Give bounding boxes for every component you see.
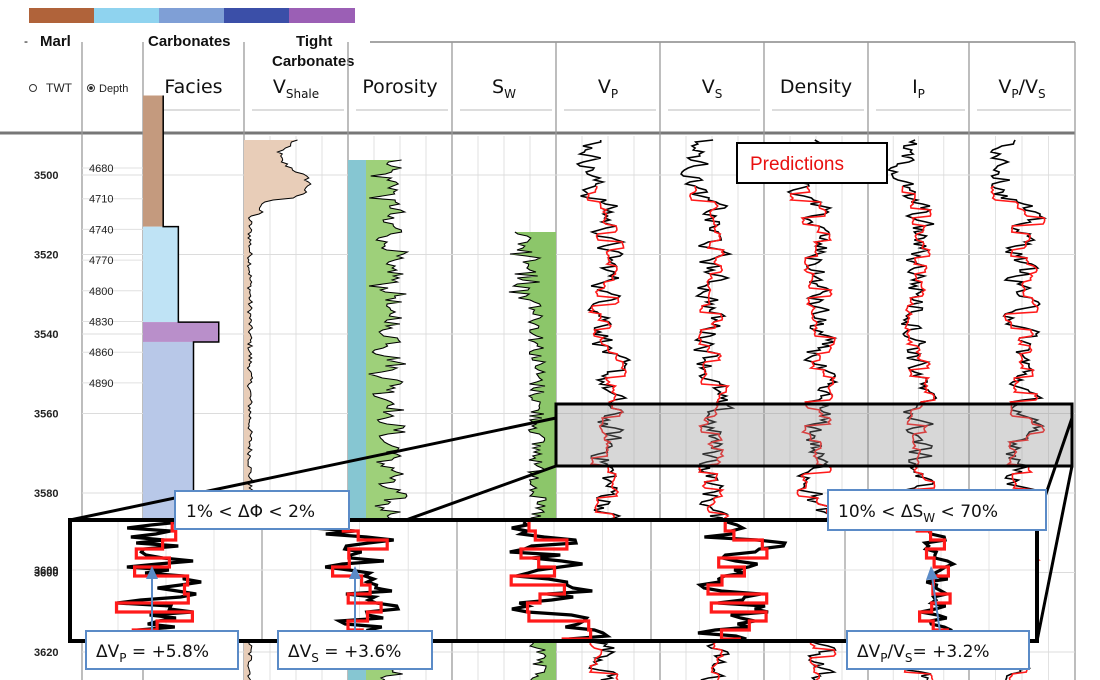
arrow-vp: [146, 566, 158, 632]
facies-interval-1: [143, 226, 179, 323]
legend-swatch-1: [94, 8, 160, 23]
callout-dsw-text: 10% < ΔSW < 70%: [838, 502, 998, 525]
twt-label: TWT: [46, 81, 73, 95]
twt-tick-3560: 3560: [34, 409, 58, 421]
track-header-ip: IP: [912, 76, 925, 101]
track-header-density: Density: [780, 76, 852, 98]
facies-interval-2: [143, 322, 219, 342]
depth-tick-4800: 4800: [89, 286, 113, 298]
callout-dvp: ΔVP = +5.8%: [85, 630, 239, 670]
facies-track: [143, 95, 220, 533]
zoom-ip-predicted: [706, 522, 769, 641]
callout-dvpvs-text: ΔVP/VS= +3.2%: [857, 642, 990, 665]
track-header-porosity: Porosity: [362, 76, 437, 98]
zoom-ip-measured: [696, 520, 788, 641]
twt-tick-3520: 3520: [34, 250, 58, 262]
legend-label-marl: Marl: [40, 33, 71, 50]
zoom-twt-tick: 3600: [34, 565, 58, 577]
depth-tick-4770: 4770: [89, 255, 113, 267]
twt-tick-3500: 3500: [34, 170, 58, 182]
track-header-vshale: VShale: [273, 76, 319, 101]
depth-tick-4710: 4710: [89, 194, 113, 206]
zoom-connector-left-top: [69, 416, 557, 522]
zoom-vs-predicted: [331, 522, 389, 641]
legend-dash: -: [24, 34, 28, 48]
twt-tick-3620: 3620: [34, 647, 58, 659]
track-header-vpvs: VP/VS: [998, 76, 1045, 101]
depth-radio[interactable]: Depth: [87, 83, 129, 95]
callout-dvs: ΔVS = +3.6%: [277, 630, 433, 670]
depth-tick-4890: 4890: [89, 378, 113, 390]
callout-dvp-text: ΔVP = +5.8%: [96, 642, 209, 665]
callout-dvpvs: ΔVP/VS= +3.2%: [846, 630, 1030, 670]
legend-swatch-4: [289, 8, 355, 23]
track-header-vs: VS: [702, 76, 723, 101]
arrow-vpvs: [926, 566, 941, 633]
predictions-legend-label: Predictions: [750, 154, 844, 175]
track-header-sw: SW: [492, 76, 516, 101]
twt-tick-3600: 3600: [34, 568, 58, 580]
callout-dphi: 1% < ΔΦ < 2%: [174, 490, 350, 530]
depth-tick-4830: 4830: [89, 317, 113, 329]
twt-tick-3580: 3580: [34, 488, 58, 500]
depth-label: Depth: [99, 83, 128, 95]
callout-dphi-text: 1% < ΔΦ < 2%: [186, 502, 315, 522]
depth-tick-4740: 4740: [89, 224, 113, 236]
zoom-vp-predicted: [114, 522, 202, 641]
zoom-connector-right-bottom: [1035, 465, 1074, 642]
arrow-vs: [349, 566, 361, 632]
track-header-facies: Facies: [164, 76, 222, 98]
legend-label-tight: Tight: [296, 33, 332, 50]
zoom-density-predicted: [509, 522, 593, 641]
depth-tick-4860: 4860: [89, 347, 113, 359]
legend-swatch-0: [29, 8, 95, 23]
twt-radio[interactable]: TWT: [29, 81, 73, 95]
legend-label-carbonates-2: Carbonates: [272, 53, 355, 70]
legend-swatch-3: [224, 8, 290, 23]
facies-legend: [29, 8, 355, 23]
zoom-window: [554, 402, 1074, 468]
depth-tick-4680: 4680: [89, 163, 113, 175]
callout-dvs-text: ΔVS = +3.6%: [288, 642, 401, 665]
predictions-legend-box: [736, 142, 888, 184]
axis-ticks: 3500 3520 3540 3560 3580 3600 3620 4680 4710 4740…: [34, 163, 113, 659]
track-header-vp: VP: [598, 76, 618, 101]
legend-label-carbonates: Carbonates: [148, 33, 231, 50]
zoom-panel: 3600: [34, 518, 1039, 643]
twt-tick-3540: 3540: [34, 329, 58, 341]
facies-interval-0: [143, 95, 164, 227]
legend-swatch-2: [159, 8, 225, 23]
callout-dsw: 10% < ΔSW < 70%: [827, 489, 1047, 531]
